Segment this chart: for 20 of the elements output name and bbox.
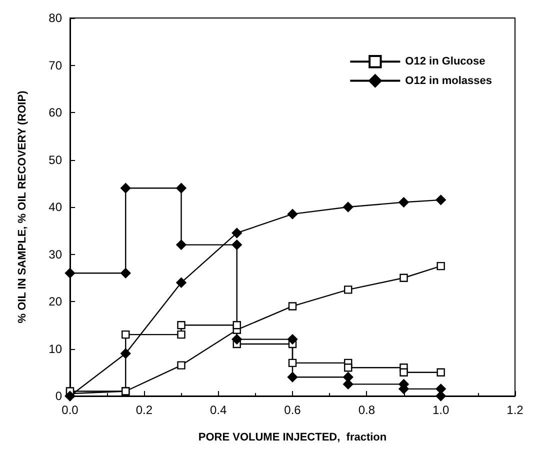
x-tick-label: 0.4 (210, 403, 227, 417)
legend-label: O12 in Glucose (405, 56, 486, 68)
x-tick-label: 1.2 (506, 403, 524, 417)
y-tick-label: 80 (48, 11, 62, 25)
x-tick-label: 0.0 (62, 403, 79, 417)
y-tick-label: 70 (48, 58, 62, 72)
x-tick-label: 0.6 (284, 403, 302, 417)
x-tick-label: 1.0 (432, 403, 450, 417)
x-tick-label: 0.8 (358, 403, 376, 417)
legend-label: O12 in molasses (405, 74, 492, 87)
y-tick-label: 20 (48, 294, 62, 308)
x-axis-title: PORE VOLUME INJECTED, fraction (198, 432, 387, 444)
y-tick-label: 10 (48, 342, 62, 356)
x-tick-label: 0.2 (136, 403, 153, 417)
y-tick-label: 40 (48, 200, 62, 214)
y-tick-label: 60 (48, 106, 62, 120)
y-tick-label: 50 (48, 152, 62, 167)
y-axis-title: % OIL IN SAMPLE, % OIL RECOVERY (ROIP) (16, 90, 28, 324)
y-tick-label: 30 (48, 247, 62, 262)
y-tick-label: 0 (55, 389, 62, 403)
